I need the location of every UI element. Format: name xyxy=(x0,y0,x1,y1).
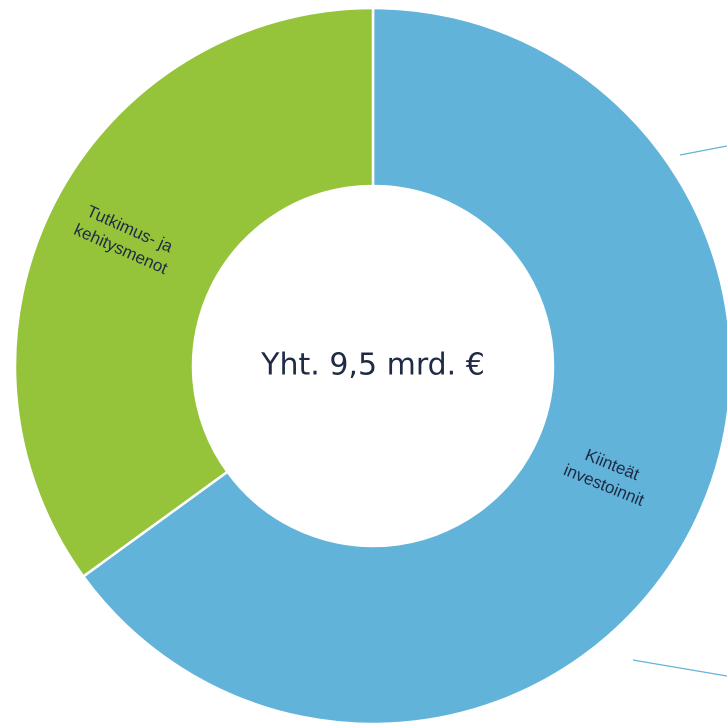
donut-slice-0 xyxy=(81,6,727,726)
donut-slices xyxy=(13,6,727,726)
donut-slice-1 xyxy=(13,6,375,579)
callout-line-top xyxy=(679,145,727,156)
callout-line-bottom xyxy=(632,659,727,677)
center-total-label: Yht. 9,5 mrd. € xyxy=(260,348,485,383)
